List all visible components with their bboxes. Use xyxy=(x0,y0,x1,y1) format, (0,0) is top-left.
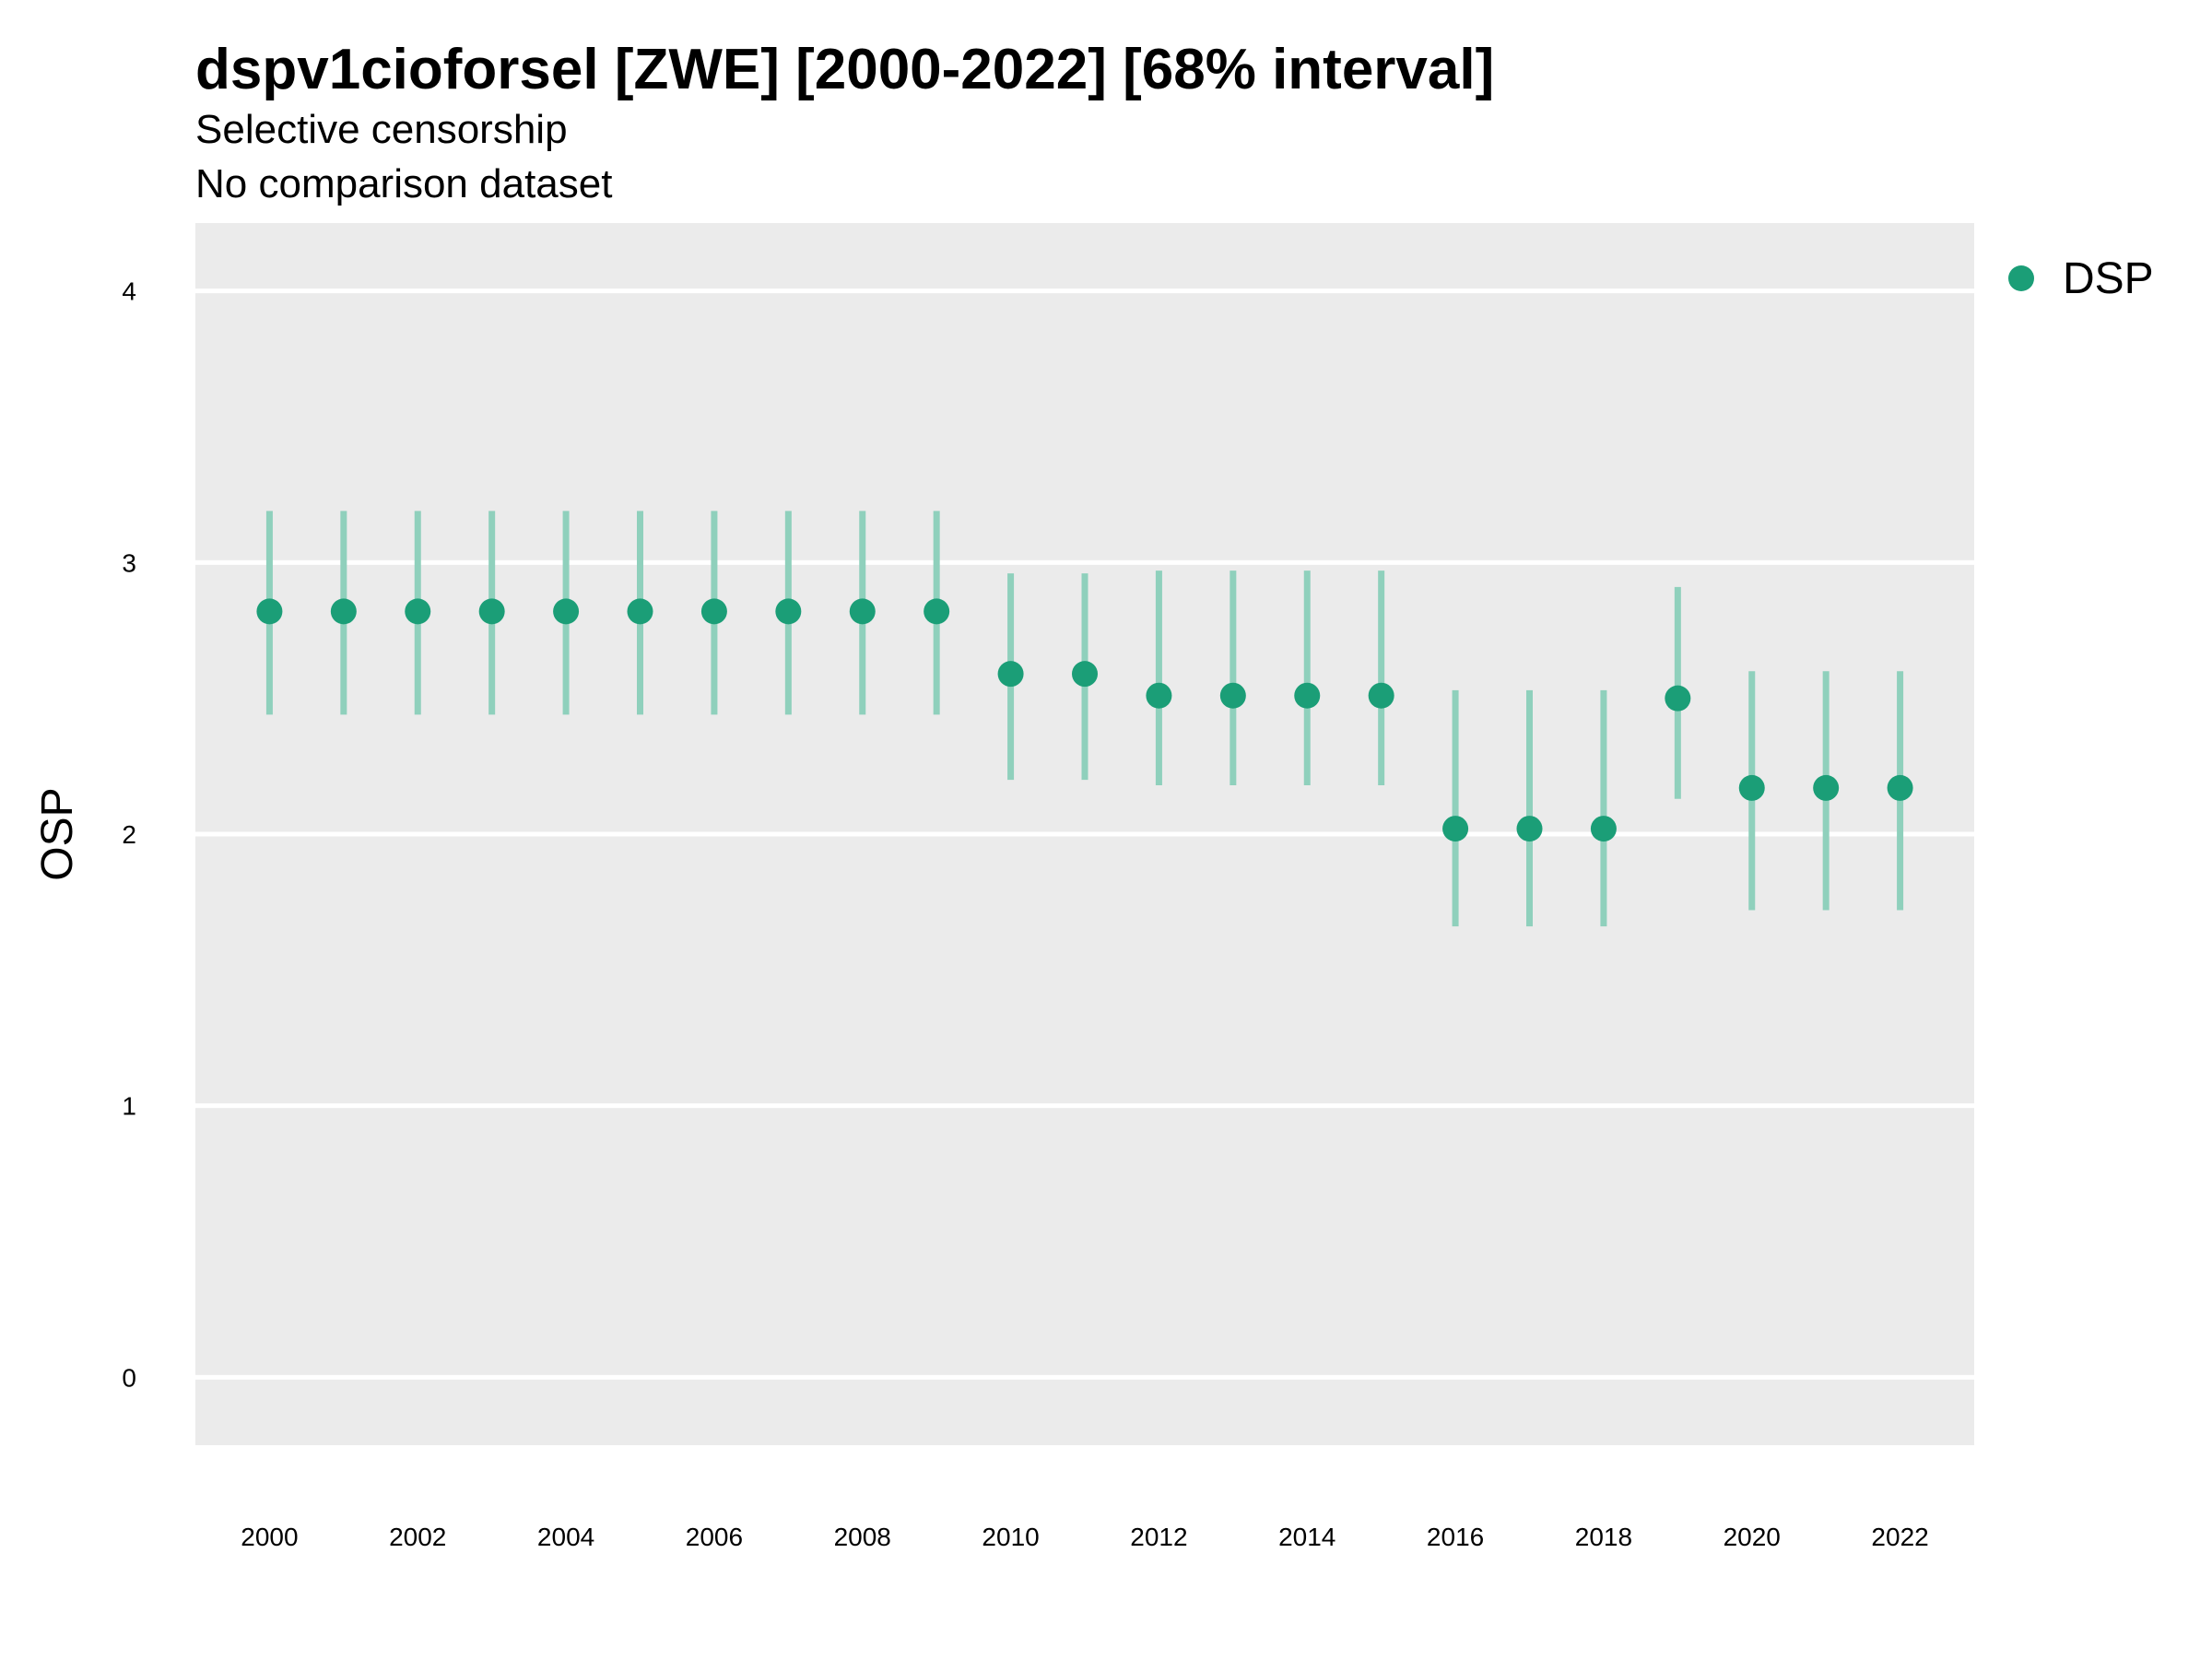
point-2004 xyxy=(553,598,580,625)
point-2000 xyxy=(256,598,283,625)
x-tick-label-2022: 2022 xyxy=(1871,1523,1928,1551)
point-2014 xyxy=(1294,682,1321,709)
chart-title: dspv1cioforsel [ZWE] [2000-2022] [68% in… xyxy=(195,38,1494,101)
point-2006 xyxy=(700,598,727,625)
y-axis-label: OSP xyxy=(33,787,82,880)
x-tick-label-2010: 2010 xyxy=(982,1523,1039,1551)
point-2001 xyxy=(330,598,357,625)
x-tick-label-2016: 2016 xyxy=(1427,1523,1484,1551)
x-tick-label-2018: 2018 xyxy=(1575,1523,1632,1551)
chart-subtitle-2: No comparison dataset xyxy=(195,161,612,206)
point-2009 xyxy=(924,598,950,625)
x-axis-ticks: 2000 2002 2004 2006 2008 2010 2012 2014 2016 2018… xyxy=(241,1523,1928,1551)
x-tick-label-2012: 2012 xyxy=(1130,1523,1187,1551)
point-2016 xyxy=(1442,816,1469,842)
point-2018 xyxy=(1590,816,1617,842)
point-2011 xyxy=(1072,661,1098,688)
point-2020 xyxy=(1738,774,1765,801)
chart-subtitle: Selective censorship xyxy=(195,107,568,152)
x-tick-label-2002: 2002 xyxy=(389,1523,446,1551)
point-2015 xyxy=(1368,682,1394,709)
point-2005 xyxy=(627,598,653,625)
legend-label-dsp: DSP xyxy=(2063,254,2154,303)
y-tick-label-4: 4 xyxy=(122,277,136,306)
point-2022 xyxy=(1887,774,1913,801)
point-2007 xyxy=(775,598,802,625)
point-2010 xyxy=(997,661,1024,688)
y-tick-label-2: 2 xyxy=(122,820,136,849)
point-2021 xyxy=(1813,774,1840,801)
point-2002 xyxy=(405,598,431,625)
y-tick-label-3: 3 xyxy=(122,548,136,577)
x-tick-label-2014: 2014 xyxy=(1278,1523,1335,1551)
legend-swatch-dsp xyxy=(2008,265,2034,291)
y-tick-label-1: 1 xyxy=(122,1092,136,1121)
point-2008 xyxy=(849,598,876,625)
point-2012 xyxy=(1146,682,1172,709)
point-2003 xyxy=(478,598,505,625)
point-2013 xyxy=(1219,682,1246,709)
data-points xyxy=(256,598,1913,842)
x-tick-label-2000: 2000 xyxy=(241,1523,298,1551)
y-axis-ticks: 0 1 2 3 4 xyxy=(122,277,136,1393)
x-tick-label-2004: 2004 xyxy=(537,1523,594,1551)
point-2019 xyxy=(1665,685,1691,712)
x-tick-label-2008: 2008 xyxy=(834,1523,891,1551)
point-2017 xyxy=(1516,816,1543,842)
y-tick-label-0: 0 xyxy=(122,1363,136,1392)
x-tick-label-2020: 2020 xyxy=(1724,1523,1781,1551)
x-tick-label-2006: 2006 xyxy=(686,1523,743,1551)
legend: DSP xyxy=(2008,254,2154,303)
